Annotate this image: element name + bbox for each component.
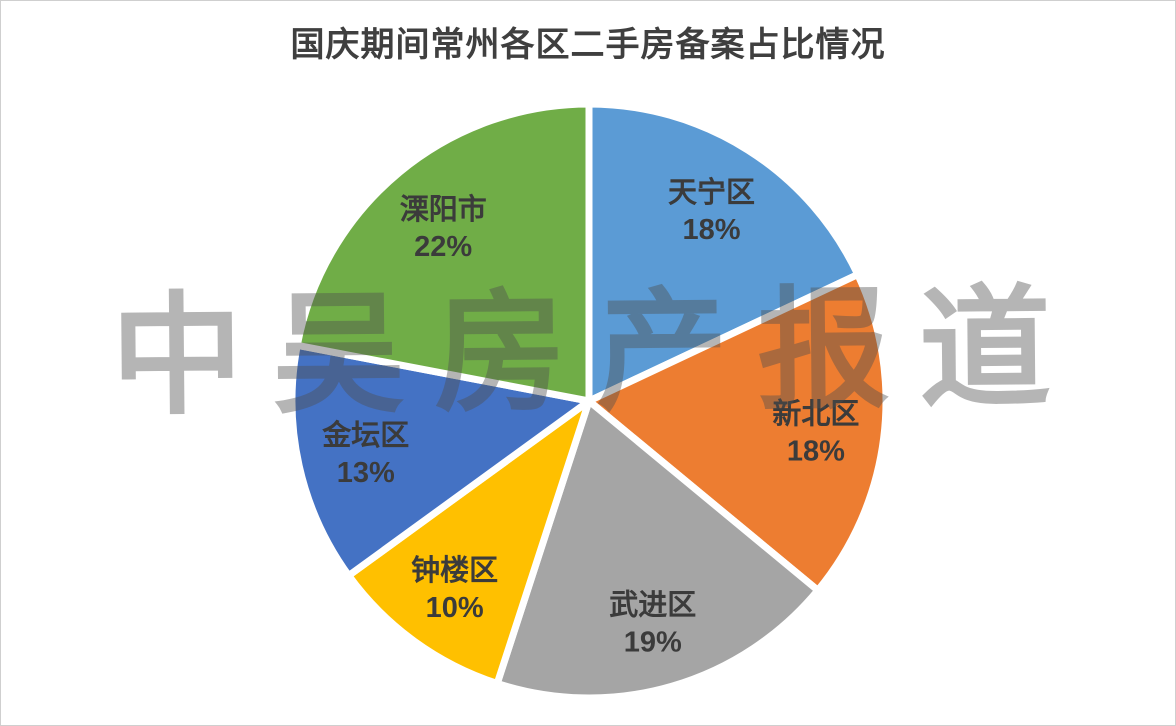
pie-slice-label-0: 天宁区 18% <box>668 175 755 246</box>
pie-slice-1 <box>585 271 890 594</box>
slice-percent: 19% <box>624 627 682 659</box>
pie-slice-3 <box>345 397 593 687</box>
chart-title: 国庆期间常州各区二手房备案占比情况 <box>290 26 886 64</box>
slice-percent: 18% <box>787 436 845 468</box>
slice-percent: 18% <box>682 214 740 246</box>
slice-name: 钟楼区 <box>411 554 498 587</box>
pie-slice-label-5: 溧阳市 22% <box>400 192 487 263</box>
slice-name: 金坛区 <box>321 418 409 452</box>
slice-name: 新北区 <box>772 398 859 431</box>
pie-slice-label-3: 钟楼区 10% <box>411 554 498 624</box>
slice-name: 武进区 <box>609 589 696 622</box>
pie-slice-label-4: 金坛区 13% <box>321 418 409 489</box>
pie-slice-label-2: 武进区 19% <box>609 589 696 659</box>
slice-percent: 22% <box>414 231 472 263</box>
pie-slice-0 <box>585 100 862 405</box>
pie-slice-label-1: 新北区 18% <box>772 398 859 468</box>
slice-name: 天宁区 <box>668 175 755 209</box>
slice-name: 溧阳市 <box>400 192 487 226</box>
slice-percent: 13% <box>337 457 395 489</box>
slice-percent: 10% <box>426 592 484 624</box>
pie-slice-4 <box>288 341 593 580</box>
pie-slice-2 <box>493 397 822 702</box>
pie-slice-5 <box>293 100 593 405</box>
